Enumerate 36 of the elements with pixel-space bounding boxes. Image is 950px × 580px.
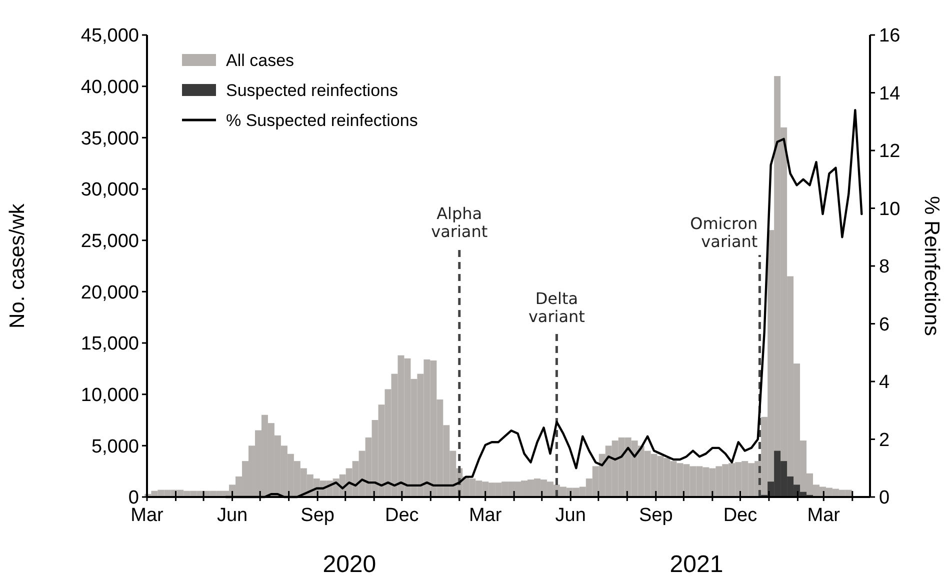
x-tick-label: Dec <box>385 505 419 526</box>
x-tick-label: Sep <box>300 505 334 526</box>
y2-axis-title: % Reinfections <box>920 196 943 336</box>
y-tick-label: 25,000 <box>80 230 139 252</box>
y-tick-label: 35,000 <box>80 128 139 150</box>
y2-tick-label: 12 <box>879 141 900 162</box>
y-tick-label: 20,000 <box>80 282 139 304</box>
y2-tick-label: 4 <box>879 372 890 394</box>
y-tick-label: 40,000 <box>80 76 139 98</box>
y-tick-label: 45,000 <box>80 26 139 47</box>
x-tick-label: Mar <box>468 505 502 526</box>
y2-tick-label: 10 <box>879 198 900 220</box>
y-axis-title: No. cases/wk <box>6 203 29 328</box>
y2-tick-label: 14 <box>879 83 901 104</box>
x-tick-label: Jun <box>216 505 248 526</box>
x-tick-label: Dec <box>723 505 758 526</box>
y-tick-label: 30,000 <box>80 180 139 201</box>
x-tick-label: Jun <box>555 505 586 526</box>
legend-label: % Suspected reinfections <box>226 110 418 130</box>
ref-line-label: Omicron variant <box>690 214 758 251</box>
x-tick-label: Mar <box>807 505 841 526</box>
y-tick-label: 10,000 <box>80 384 139 406</box>
y2-tick-label: 2 <box>879 430 890 451</box>
y2-tick-label: 0 <box>879 488 890 509</box>
legend-label: Suspected reinfections <box>226 80 398 100</box>
x-tick-label: Sep <box>638 505 673 526</box>
ref-line-label: Delta variant <box>528 289 585 326</box>
ref-line-label: Alpha variant <box>431 204 488 241</box>
y-tick-label: 15,000 <box>80 334 139 355</box>
y-tick-label: 5,000 <box>91 436 139 458</box>
text: 2021 <box>670 551 724 578</box>
y2-tick-label: 16 <box>879 26 900 47</box>
text: 2020 <box>322 551 376 578</box>
legend-label: All cases <box>226 50 294 70</box>
y2-tick-label: 8 <box>879 256 890 278</box>
y2-tick-label: 6 <box>879 314 890 336</box>
